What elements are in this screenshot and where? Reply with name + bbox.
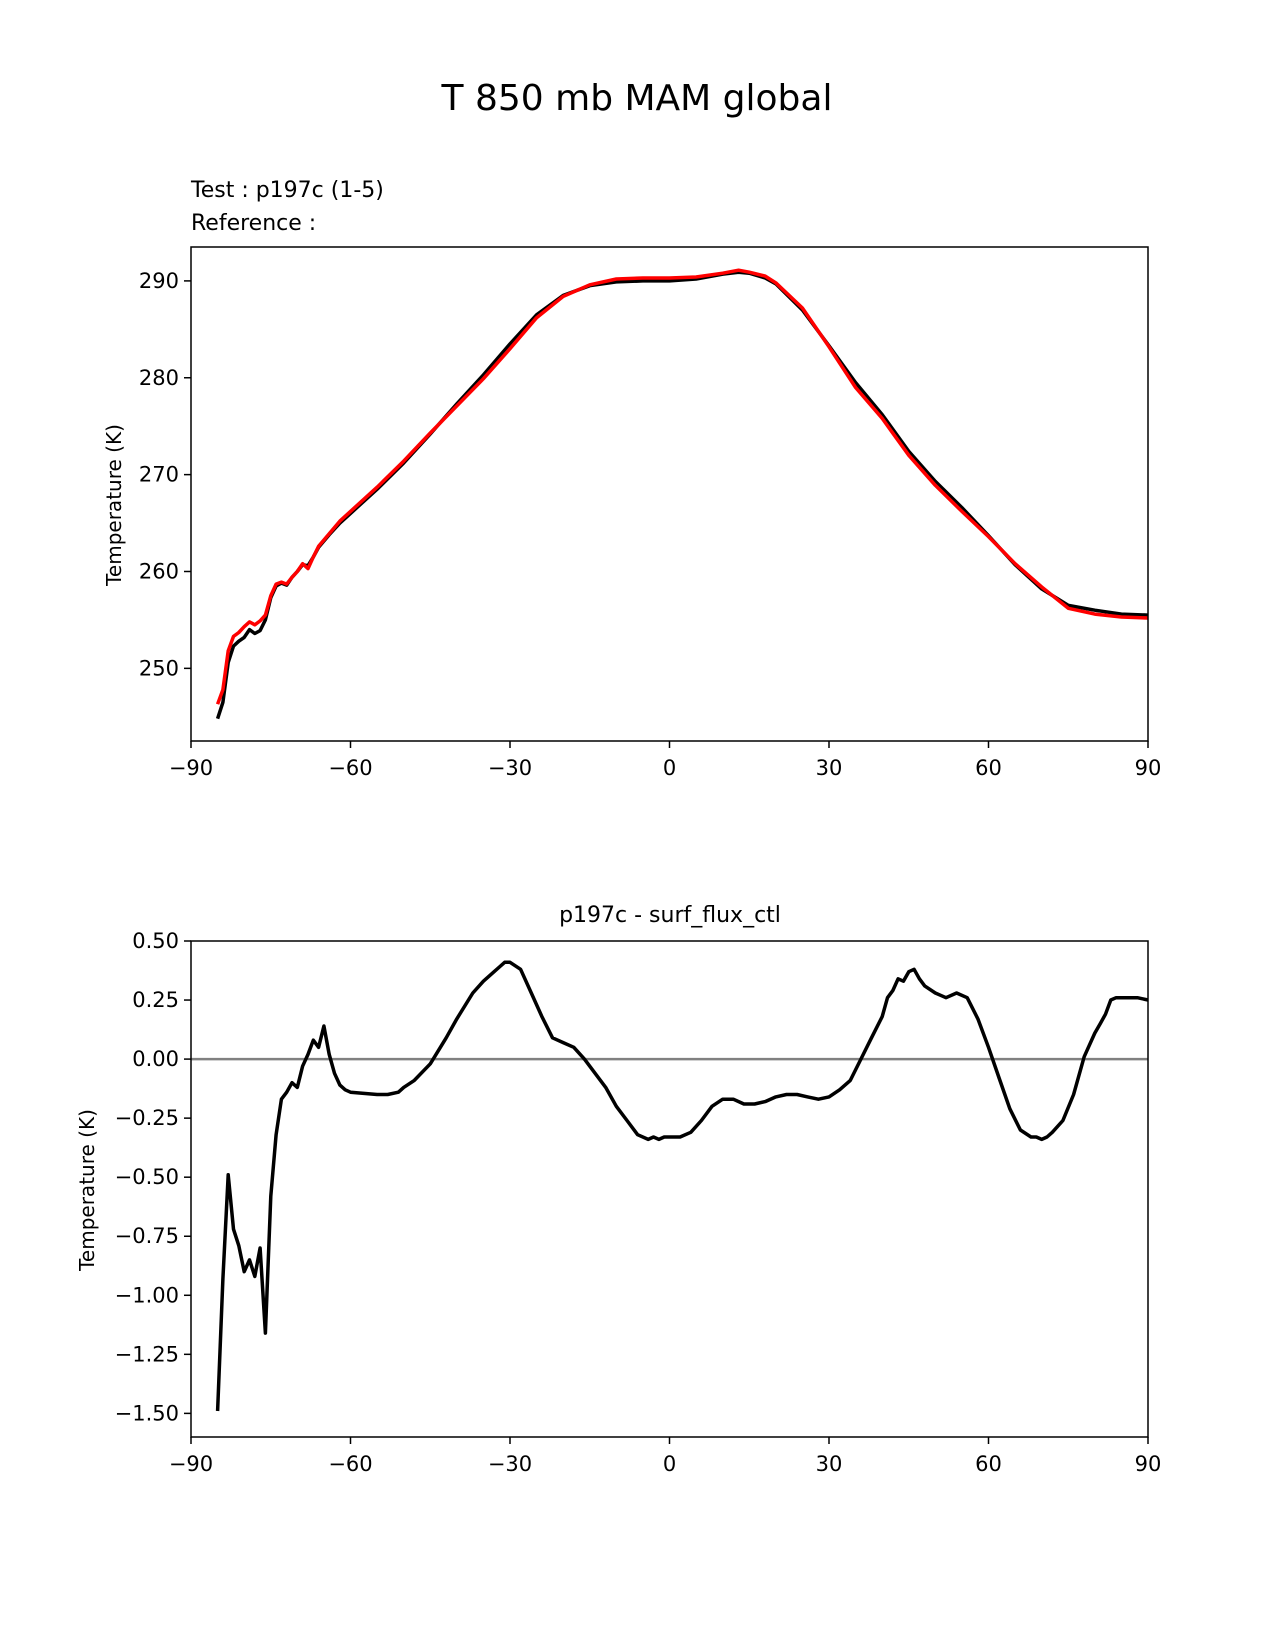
x-tick-label: 60 bbox=[975, 1452, 1002, 1476]
legend-reference-label: Reference : bbox=[191, 211, 316, 236]
series-line-1 bbox=[215, 268, 1149, 705]
subplot-title: p197c - surf_flux_ctl bbox=[559, 903, 781, 928]
x-tick-label: 60 bbox=[975, 756, 1002, 780]
y-tick-label: 280 bbox=[139, 366, 179, 390]
y-tick-label: −0.50 bbox=[115, 1165, 179, 1189]
y-tick-label: 250 bbox=[139, 656, 179, 680]
y-tick-label: −0.25 bbox=[115, 1106, 179, 1130]
y-tick-label: 290 bbox=[139, 269, 179, 293]
y-tick-label: 260 bbox=[139, 559, 179, 583]
y-axis-label: Temperature (K) bbox=[102, 424, 126, 587]
plot-area: −90 −60 −30 0 30 60 90 0.50 0.25 0.00 −0.25 −0.50 −0… bbox=[115, 929, 1162, 1476]
series-line-0 bbox=[215, 270, 1149, 720]
top-panel: Test : p197c (1-5) Reference : Temperatu… bbox=[102, 178, 1161, 780]
x-tick-label: −60 bbox=[328, 756, 372, 780]
x-tick-label: −30 bbox=[488, 756, 532, 780]
x-tick-label: 90 bbox=[1135, 756, 1162, 780]
y-tick-label: −1.25 bbox=[115, 1342, 179, 1366]
x-tick-label: 30 bbox=[816, 756, 843, 780]
x-tick-label: 90 bbox=[1135, 1452, 1162, 1476]
legend-test-label: Test : p197c (1-5) bbox=[190, 178, 384, 203]
bottom-panel: p197c - surf_flux_ctl Temperature (K) −9… bbox=[75, 903, 1161, 1476]
y-tick-label: −1.00 bbox=[115, 1283, 179, 1307]
axes-frame bbox=[190, 940, 1149, 1438]
x-tick-label: −60 bbox=[328, 1452, 372, 1476]
y-axis-label: Temperature (K) bbox=[75, 1109, 99, 1272]
y-tick-label: 270 bbox=[139, 463, 179, 487]
x-tick-label: −90 bbox=[169, 756, 213, 780]
y-tick-label: 0.50 bbox=[132, 929, 179, 953]
x-tick-label: −30 bbox=[488, 1452, 532, 1476]
y-tick-label: 0.25 bbox=[132, 988, 179, 1012]
figure-title: T 850 mb MAM global bbox=[441, 78, 833, 119]
axes-frame bbox=[190, 246, 1149, 742]
y-tick-label: −0.75 bbox=[115, 1224, 179, 1248]
y-tick-label: 0.00 bbox=[132, 1047, 179, 1071]
x-tick-label: 30 bbox=[816, 1452, 843, 1476]
x-tick-label: −90 bbox=[169, 1452, 213, 1476]
y-tick-label: −1.50 bbox=[115, 1401, 179, 1425]
series-line-0 bbox=[215, 960, 1149, 1412]
plot-area: −90 −60 −30 0 30 60 90 250 260 270 280 290 bbox=[139, 246, 1162, 780]
x-tick-label: 0 bbox=[663, 1452, 676, 1476]
x-tick-label: 0 bbox=[663, 756, 676, 780]
